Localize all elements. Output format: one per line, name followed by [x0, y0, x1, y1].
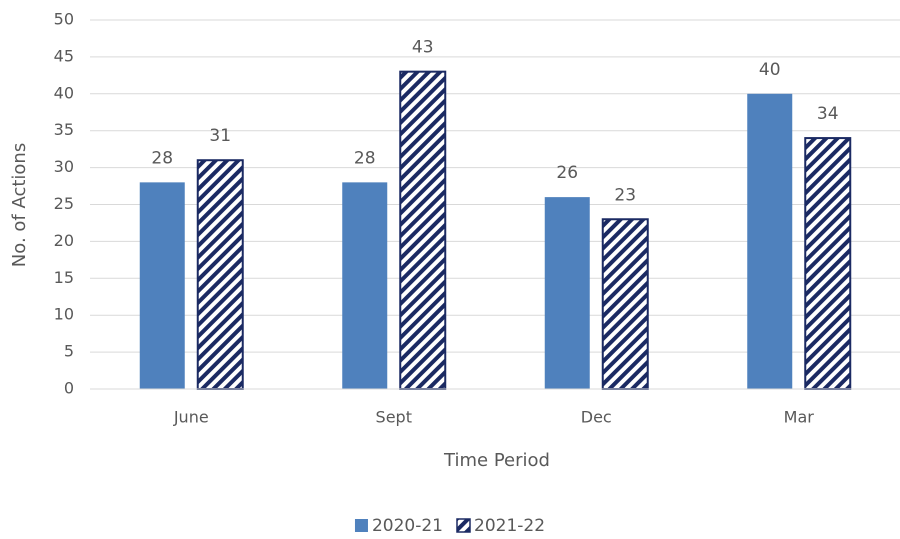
y-axis-label: No. of Actions [9, 143, 30, 267]
y-tick-label: 25 [54, 194, 74, 213]
data-label: 40 [759, 60, 781, 80]
y-tick-label: 45 [54, 46, 74, 65]
bar [342, 182, 388, 389]
y-tick-label: 35 [54, 120, 74, 139]
y-tick-label: 30 [54, 157, 74, 176]
bar [196, 159, 244, 390]
bar [544, 197, 590, 389]
data-label: 31 [209, 126, 231, 146]
legend-label: 2020-21 [372, 516, 443, 536]
x-tick-label: June [173, 408, 209, 427]
data-label: 43 [412, 38, 434, 58]
x-axis-label: Time Period [443, 450, 550, 471]
bar [747, 93, 793, 390]
bar [601, 218, 649, 390]
y-tick-label: 50 [54, 10, 74, 29]
y-tick-label: 0 [64, 379, 74, 398]
data-label: 28 [151, 148, 173, 168]
data-label: 34 [817, 104, 839, 124]
legend-swatch [354, 519, 368, 532]
y-tick-label: 5 [64, 342, 74, 361]
bar [804, 137, 852, 390]
data-label: 23 [614, 185, 636, 205]
y-tick-label: 15 [54, 268, 74, 287]
x-tick-label: Mar [784, 408, 815, 427]
y-tick-label: 20 [54, 231, 74, 250]
data-label: 26 [556, 163, 578, 183]
y-tick-label: 10 [54, 305, 74, 324]
y-tick-label: 40 [54, 83, 74, 102]
data-label: 28 [354, 148, 376, 168]
x-tick-label: Sept [376, 408, 412, 427]
bar [139, 182, 185, 389]
legend-swatch [456, 518, 471, 533]
bar [399, 70, 447, 390]
legend-label: 2021-22 [474, 516, 545, 536]
x-tick-label: Dec [581, 408, 612, 427]
legend: 2020-21 2021-22 [354, 516, 545, 536]
